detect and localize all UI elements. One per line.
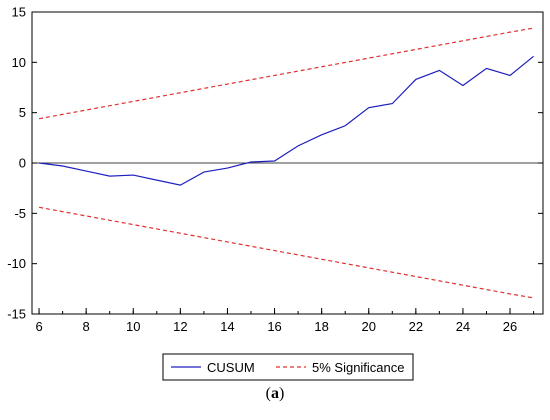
legend-box xyxy=(162,353,414,381)
y-tick-label: -5 xyxy=(14,206,26,221)
x-tick-label: 26 xyxy=(503,319,517,334)
x-tick-label: 10 xyxy=(126,319,140,334)
y-tick-label: -10 xyxy=(7,256,26,271)
x-tick-label: 14 xyxy=(220,319,234,334)
series-lines xyxy=(38,27,534,299)
x-axis-ticks: 6 8 10 12 14 16 18 20 22 24 26 xyxy=(35,308,535,334)
y-tick-label: -15 xyxy=(7,307,26,322)
x-tick-label: 12 xyxy=(173,319,187,334)
lower-significance-line xyxy=(38,206,534,299)
upper-significance-line xyxy=(38,27,534,120)
y-tick-label: 15 xyxy=(12,5,26,20)
figure-caption: (a) xyxy=(0,385,550,403)
y-tick-label: 5 xyxy=(19,105,26,120)
y-tick-label: 10 xyxy=(12,55,26,70)
legend: CUSUM 5% Significance xyxy=(162,353,414,381)
x-tick-label: 20 xyxy=(362,319,376,334)
y-tick-label: 0 xyxy=(19,156,26,171)
caption-open-paren: ( xyxy=(265,385,271,402)
caption-close-paren: ) xyxy=(279,385,285,402)
x-tick-label: 6 xyxy=(35,319,42,334)
x-tick-label: 8 xyxy=(83,319,90,334)
x-tick-label: 22 xyxy=(409,319,423,334)
caption-label: a xyxy=(271,385,279,402)
x-tick-label: 16 xyxy=(267,319,281,334)
legend-label-significance: 5% Significance xyxy=(312,360,405,375)
cusum-line xyxy=(38,55,534,186)
x-tick-label: 18 xyxy=(314,319,328,334)
legend-label-cusum: CUSUM xyxy=(207,360,255,375)
x-tick-label: 24 xyxy=(456,319,470,334)
